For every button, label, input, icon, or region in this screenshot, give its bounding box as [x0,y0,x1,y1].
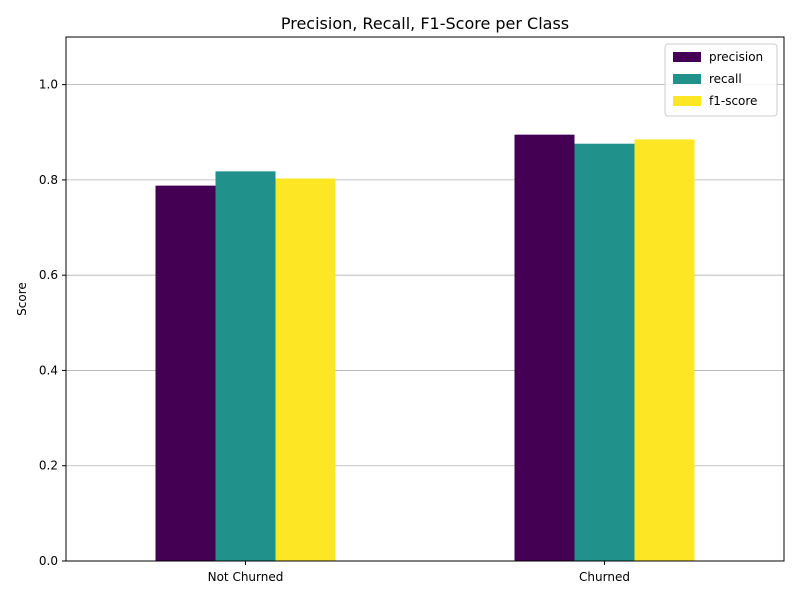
legend-label-recall: recall [709,72,742,86]
plot-frame [65,36,785,562]
y-tick-label: 0.6 [39,268,58,282]
y-axis-ticks: 0.0 0.2 0.4 0.6 0.8 1.0 [39,78,66,568]
chart-title: Precision, Recall, F1-Score per Class [281,14,569,33]
bar-f1-score-0 [275,178,336,562]
bar-recall-0 [215,171,276,562]
legend: precision recall f1-score [664,43,778,117]
bars [155,134,695,562]
legend-label-f1-score: f1-score [709,94,757,108]
bar-precision-1 [514,134,575,561]
y-tick-label: 0.2 [39,459,58,473]
legend-swatch-recall [673,74,701,84]
y-tick-label: 0.8 [39,173,58,187]
x-tick-label: Churned [579,570,630,584]
bar-f1-score-1 [634,139,695,561]
x-tick-label: Not Churned [208,570,284,584]
bar-precision-0 [155,185,216,561]
legend-swatch-f1-score [673,96,701,106]
legend-label-precision: precision [709,50,763,64]
y-tick-label: 0.4 [39,363,58,377]
bar-recall-1 [574,143,635,562]
y-tick-label: 1.0 [39,78,58,92]
y-tick-label: 0.0 [39,554,58,568]
y-axis-label: Score [15,282,29,316]
x-axis-ticks: Not Churned Churned [208,561,630,584]
legend-swatch-precision [673,52,701,62]
